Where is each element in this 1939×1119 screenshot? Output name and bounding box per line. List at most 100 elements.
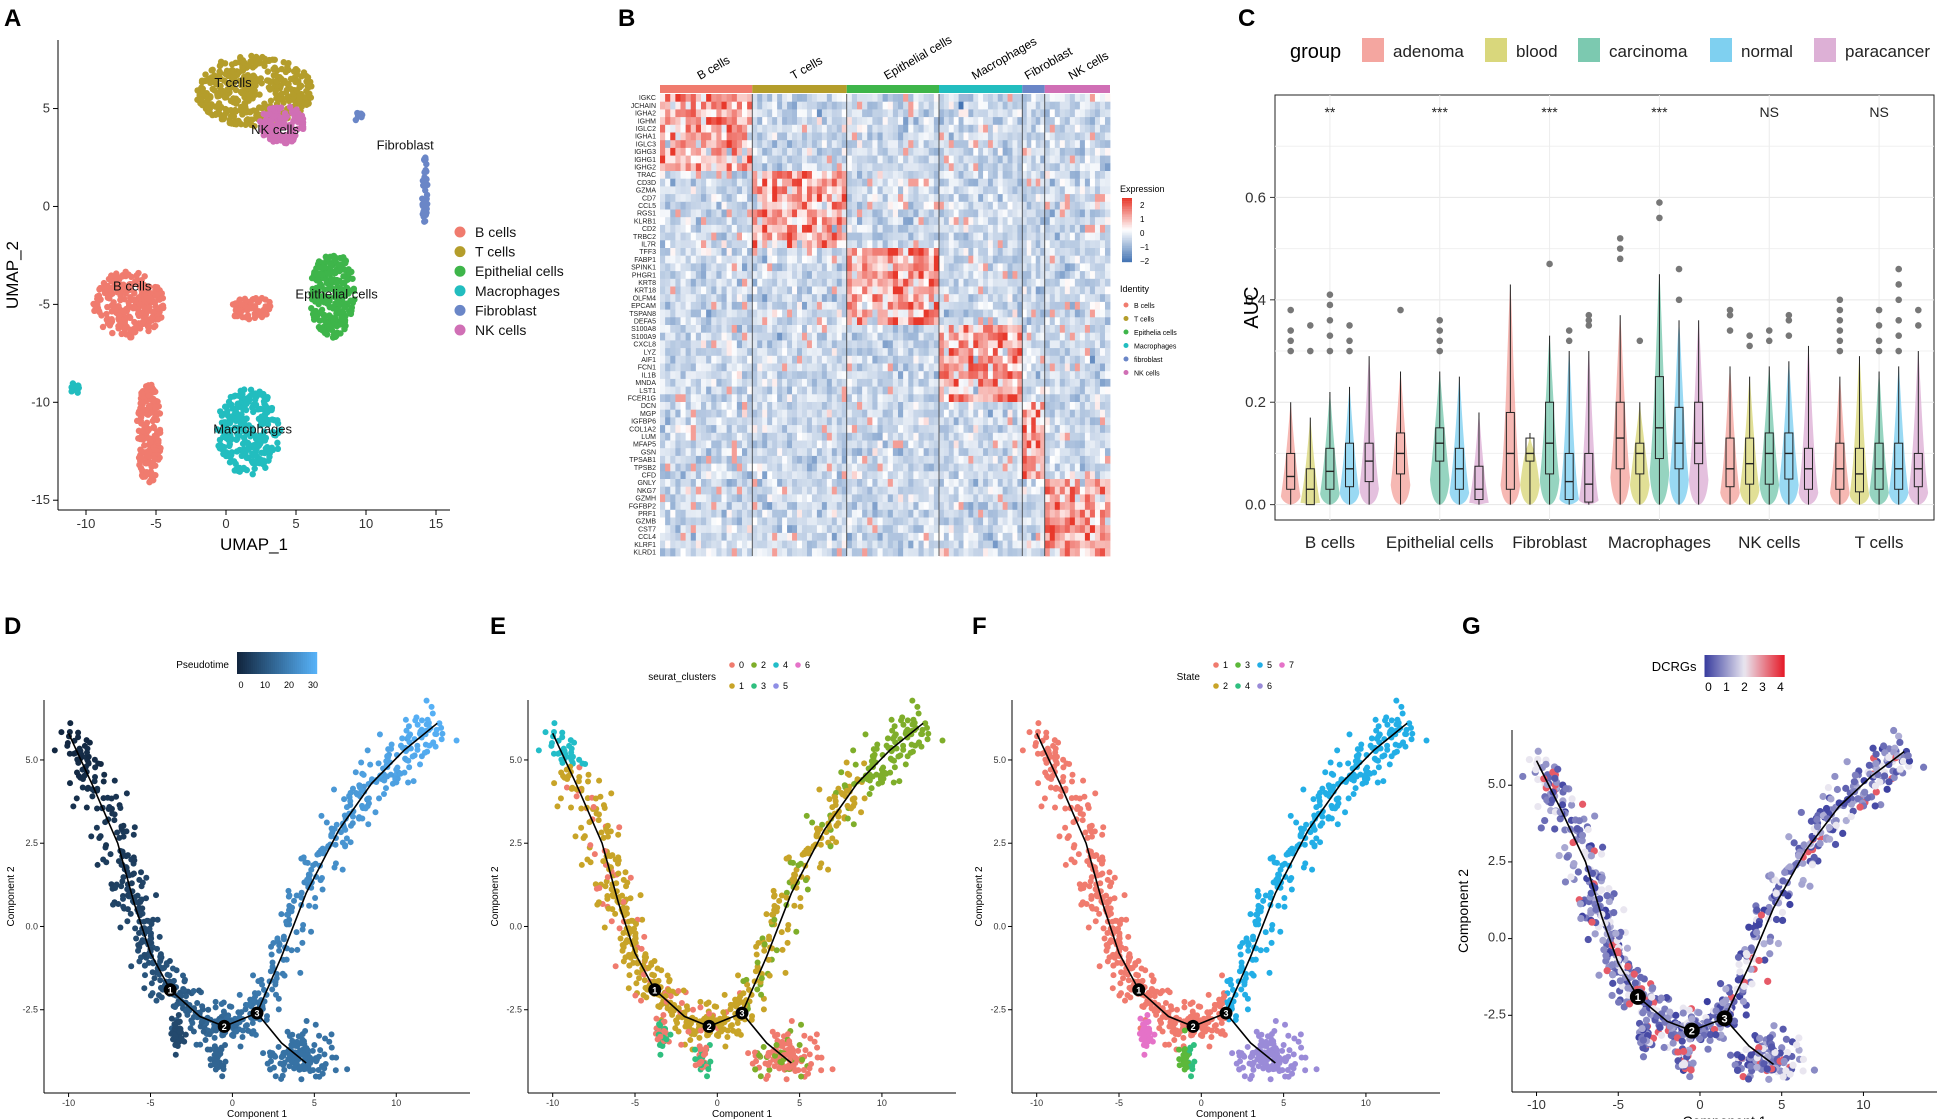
heatmap-cell	[978, 325, 984, 334]
heatmap-cell	[787, 163, 793, 172]
heatmap-cell	[721, 263, 728, 272]
heatmap-cell	[762, 178, 768, 187]
heatmap-cell	[811, 325, 818, 334]
heatmap-cell	[757, 363, 763, 372]
heatmap-cell	[1002, 363, 1008, 372]
heatmap-cell	[892, 109, 899, 118]
heatmap-cell	[836, 132, 843, 141]
heatmap-cell	[943, 201, 950, 210]
heatmap-cell	[851, 309, 858, 318]
heatmap-cell	[978, 240, 984, 249]
heatmap-cell	[963, 255, 969, 264]
y-tick-label: -10	[31, 394, 50, 409]
heatmap-cell	[928, 209, 935, 218]
heatmap-cell	[846, 155, 853, 164]
heatmap-cell	[665, 94, 671, 103]
heatmap-cell	[892, 248, 899, 257]
heatmap-cell	[978, 355, 984, 364]
heatmap-cell	[978, 201, 984, 210]
heatmap-cell	[826, 355, 833, 364]
heatmap-cell	[851, 294, 858, 303]
heatmap-cell	[797, 224, 803, 233]
heatmap-cell	[872, 325, 878, 334]
heatmap-cell	[1012, 263, 1018, 272]
heatmap-cell	[867, 163, 873, 172]
heatmap-cell	[706, 363, 712, 372]
heatmap-cell	[846, 109, 853, 118]
heatmap-cell	[787, 178, 793, 187]
heatmap-cell	[711, 109, 717, 118]
heatmap-cell	[997, 278, 1004, 287]
heatmap-cell	[680, 301, 687, 310]
heatmap-cell	[1049, 163, 1056, 172]
heatmap-cell	[772, 201, 778, 210]
heatmap-cell	[736, 309, 743, 318]
heatmap-cell	[892, 201, 899, 210]
heatmap-cell	[939, 117, 945, 126]
heatmap-cell	[711, 155, 717, 164]
heatmap-cell	[706, 101, 712, 110]
heatmap-cell	[887, 348, 894, 357]
heatmap-cell	[806, 355, 813, 364]
heatmap-cell	[898, 355, 904, 364]
heatmap-cell	[1079, 171, 1086, 180]
heatmap-cell	[846, 94, 853, 103]
heatmap-cell	[792, 309, 798, 318]
umap-point	[104, 303, 111, 311]
heatmap-cell	[665, 240, 671, 249]
heatmap-cell	[948, 371, 955, 380]
heatmap-cell	[787, 109, 793, 118]
heatmap-cell	[1031, 94, 1037, 103]
heatmap-cell	[892, 171, 899, 180]
heatmap-cell	[690, 348, 697, 357]
heatmap-cell	[1044, 325, 1051, 334]
heatmap-cell	[1064, 155, 1071, 164]
heatmap-cell	[782, 224, 788, 233]
heatmap-cell	[1089, 332, 1096, 341]
heatmap-cell	[857, 325, 863, 334]
heatmap-cell	[685, 371, 692, 380]
heatmap-cell	[1084, 317, 1091, 326]
heatmap-cell	[968, 348, 974, 357]
heatmap-cell	[867, 301, 873, 310]
heatmap-cell	[1035, 163, 1041, 172]
heatmap-cell	[908, 294, 914, 303]
heatmap-cell	[670, 340, 676, 349]
heatmap-cell	[1044, 309, 1051, 318]
heatmap-cell	[701, 178, 707, 187]
heatmap-cell	[898, 263, 904, 272]
heatmap-cell	[801, 217, 808, 226]
heatmap-cell	[787, 147, 793, 156]
heatmap-cell	[928, 348, 935, 357]
heatmap-cell	[685, 94, 692, 103]
heatmap-cell	[933, 294, 940, 303]
heatmap-cell	[706, 278, 712, 287]
heatmap-cell	[882, 371, 889, 380]
heatmap-cell	[841, 117, 848, 126]
heatmap-cell	[716, 317, 722, 326]
heatmap-cell	[1049, 248, 1056, 257]
heatmap-cell	[811, 186, 818, 195]
heatmap-cell	[1026, 171, 1032, 180]
heatmap-cell	[841, 348, 848, 357]
heatmap-cell	[742, 263, 748, 272]
heatmap-cell	[685, 317, 692, 326]
heatmap-cell	[968, 109, 974, 118]
heatmap-cell	[797, 217, 803, 226]
heatmap-cell	[757, 201, 763, 210]
heatmap-cell	[711, 309, 717, 318]
heatmap-cell	[1035, 140, 1041, 149]
heatmap-cell	[787, 186, 793, 195]
heatmap-cell	[857, 371, 863, 380]
heatmap-cell	[841, 163, 848, 172]
heatmap-cell	[706, 232, 712, 241]
heatmap-cell	[872, 217, 878, 226]
heatmap-cell	[877, 224, 884, 233]
heatmap-cell	[882, 201, 889, 210]
heatmap-cell	[1094, 309, 1101, 318]
heatmap-cell	[963, 163, 969, 172]
heatmap-cell	[801, 271, 808, 280]
umap-point	[234, 467, 242, 475]
heatmap-cell	[953, 209, 959, 218]
heatmap-cell	[997, 186, 1004, 195]
